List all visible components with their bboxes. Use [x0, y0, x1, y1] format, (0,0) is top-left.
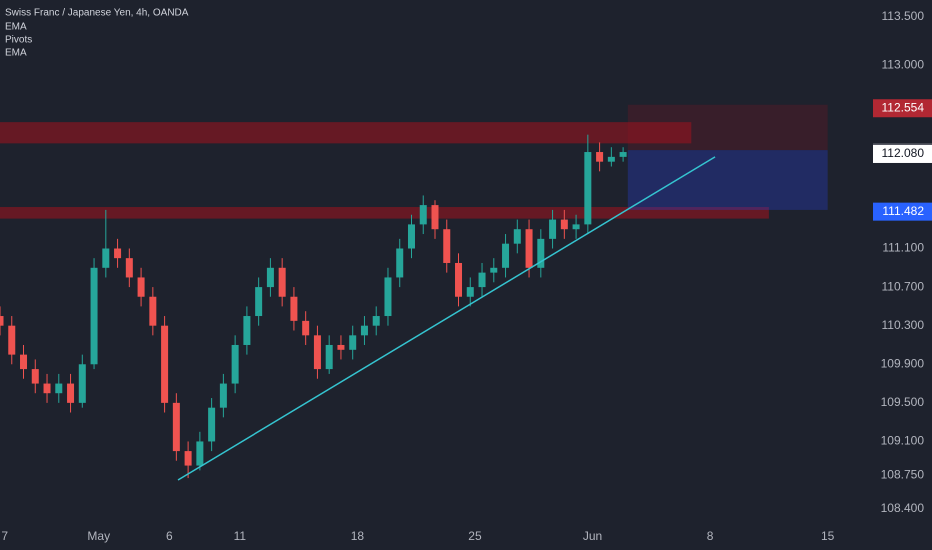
candle-body: [407, 224, 415, 249]
price-label: 111.482: [882, 204, 924, 218]
x-tick-label: 25: [468, 529, 482, 543]
candle-body: [196, 441, 204, 466]
y-tick-label: 110.300: [882, 318, 925, 332]
candle-body: [607, 156, 615, 162]
x-tick-label: 6: [166, 529, 173, 543]
candle-body: [184, 451, 192, 466]
candle-body: [419, 205, 427, 225]
zone: [627, 150, 828, 210]
candle-body: [466, 287, 474, 297]
candle-body: [537, 238, 545, 268]
candle-body: [255, 287, 263, 317]
zone: [0, 122, 692, 144]
candle-body: [172, 402, 180, 452]
candle-body: [102, 248, 110, 268]
candle-body: [125, 258, 133, 278]
price-axis: [870, 0, 932, 550]
candle-body: [161, 325, 169, 403]
x-tick-label: Jun: [583, 529, 602, 543]
y-tick-label: 109.500: [881, 395, 925, 409]
candle-body: [431, 205, 439, 230]
candle-body: [137, 277, 145, 297]
candle-body: [208, 407, 216, 442]
indicator-label: EMA: [5, 22, 27, 33]
candle-body: [325, 344, 333, 370]
candle-body: [337, 344, 345, 350]
x-tick-label: 8: [707, 529, 714, 543]
y-tick-label: 110.700: [882, 279, 925, 293]
candle-body: [513, 229, 521, 244]
zone: [0, 207, 769, 219]
candle-body: [584, 152, 592, 225]
candle-body: [114, 248, 122, 259]
price-label-box: [873, 202, 932, 221]
y-tick-label: 108.750: [881, 467, 925, 481]
candle-body: [43, 383, 51, 394]
candle-body: [20, 354, 28, 370]
trend-line: [177, 156, 716, 481]
candle-body: [525, 229, 533, 268]
candle-body: [490, 267, 498, 273]
indicator-label: Pivots: [5, 35, 32, 46]
candle-body: [55, 383, 63, 394]
price-label-box: [873, 144, 932, 163]
x-tick-label: 7: [1, 529, 8, 543]
candle-body: [78, 364, 86, 403]
candle-body: [384, 277, 392, 317]
plot-area: [0, 104, 828, 481]
candle-body: [290, 296, 298, 321]
indicator-label: EMA: [5, 48, 27, 59]
candle-body: [396, 248, 404, 278]
candle-body: [31, 369, 39, 384]
y-tick-label: 111.100: [882, 241, 924, 255]
candle-body: [67, 383, 75, 403]
y-tick-label: 108.400: [881, 501, 925, 515]
candle-body: [231, 344, 239, 384]
zone: [627, 104, 828, 151]
candle-body: [455, 262, 463, 297]
candle-body: [572, 224, 580, 230]
candle-body: [549, 219, 557, 239]
chart-title: Swiss Franc / Japanese Yen, 4h, OANDA: [5, 8, 189, 19]
candle-body: [0, 316, 4, 326]
candle-body: [596, 152, 604, 162]
candle-body: [502, 243, 510, 268]
price-label: 112.554: [882, 100, 925, 114]
candle-body: [149, 296, 157, 326]
price-label: 112.080: [882, 146, 925, 160]
x-tick-label: May: [87, 529, 110, 543]
y-tick-label: 113.500: [882, 9, 925, 23]
candle-body: [266, 267, 274, 288]
y-tick-label: 113.000: [882, 57, 925, 71]
candle-body: [478, 272, 486, 288]
candle-body: [349, 335, 357, 350]
x-tick-label: 11: [234, 529, 247, 543]
candle-body: [560, 219, 568, 230]
candle-body: [619, 152, 627, 157]
y-tick-label: 109.100: [881, 434, 925, 448]
candle-body: [90, 267, 98, 365]
x-tick-label: 18: [351, 529, 365, 543]
candle-body: [219, 383, 227, 408]
candle-body: [372, 316, 380, 326]
candle-body: [313, 335, 321, 370]
candle-body: [443, 229, 451, 263]
candle-body: [243, 316, 251, 345]
y-tick-label: 109.900: [881, 356, 925, 370]
candle-body: [360, 325, 368, 336]
candle-body: [302, 320, 310, 336]
x-tick-label: 15: [821, 529, 835, 543]
candle-body: [8, 325, 16, 355]
price-label-box: [873, 99, 932, 118]
candle-body: [278, 267, 286, 297]
